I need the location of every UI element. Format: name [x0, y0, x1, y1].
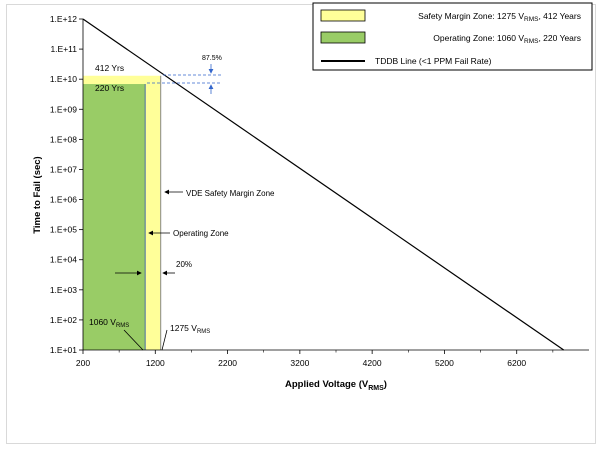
- leader-1275-vrms: [161, 329, 168, 351]
- x-tick-label: 1200: [146, 358, 165, 368]
- annotation-1275-vrms: 1275 VRMS: [170, 323, 210, 335]
- annotation-87-5-pct: 87.5%: [202, 55, 222, 62]
- y-tick-label: 1.E+09: [50, 104, 77, 114]
- x-tick-label: 4200: [363, 358, 382, 368]
- tddb-line: [82, 18, 565, 351]
- x-tick-label: 200: [76, 358, 90, 368]
- legend-label-operating: Operating Zone: 1060 VRMS, 220 Years: [433, 33, 581, 45]
- legend-label-tddb: TDDB Line (<1 PPM Fail Rate): [375, 56, 492, 66]
- x-tick-label: 6200: [507, 358, 526, 368]
- operating-zone-area: [83, 84, 146, 350]
- y-axis-label: Time to Fail (sec): [32, 156, 43, 233]
- y-tick-label: 1.E+07: [50, 164, 77, 174]
- legend-swatch-operating: [320, 31, 366, 44]
- y-tick-label: 1.E+06: [50, 195, 77, 205]
- legend: Safety Margin Zone: 1275 VRMS, 412 Years…: [312, 2, 593, 71]
- legend-swatch-safety: [320, 9, 366, 22]
- annotation-412-yrs: 412 Yrs: [95, 63, 124, 73]
- y-tick-label: 1.E+02: [50, 315, 77, 325]
- leader-1060-vrms: [123, 329, 144, 351]
- legend-label-safety: Safety Margin Zone: 1275 VRMS, 412 Years: [418, 11, 581, 23]
- annotation-20-pct: 20%: [176, 260, 192, 269]
- x-tick-label: 2200: [218, 358, 237, 368]
- y-tick-label: 1.E+11: [50, 44, 77, 54]
- annotations: 412 Yrs 220 Yrs 87.5% VDE Safety Margin …: [89, 55, 275, 351]
- x-tick-label: 3200: [290, 358, 309, 368]
- annotation-1060-vrms: 1060 VRMS: [89, 317, 129, 329]
- chart-frame: [6, 4, 596, 444]
- y-tick-label: 1.E+08: [50, 134, 77, 144]
- y-tick-label: 1.E+03: [50, 285, 77, 295]
- x-tick-label: 5200: [435, 358, 454, 368]
- y-tick-label: 1.E+01: [50, 345, 77, 355]
- annotation-operating-zone: Operating Zone: [173, 229, 229, 238]
- y-tick-label: 1.E+12: [50, 14, 77, 24]
- annotation-220-yrs: 220 Yrs: [95, 83, 124, 93]
- y-tick-label: 1.E+04: [50, 255, 77, 265]
- annotation-safety-zone: VDE Safety Margin Zone: [186, 189, 275, 198]
- y-tick-label: 1.E+10: [50, 74, 77, 84]
- y-tick-label: 1.E+05: [50, 225, 77, 235]
- x-axis-label: Applied Voltage (VRMS): [285, 379, 387, 392]
